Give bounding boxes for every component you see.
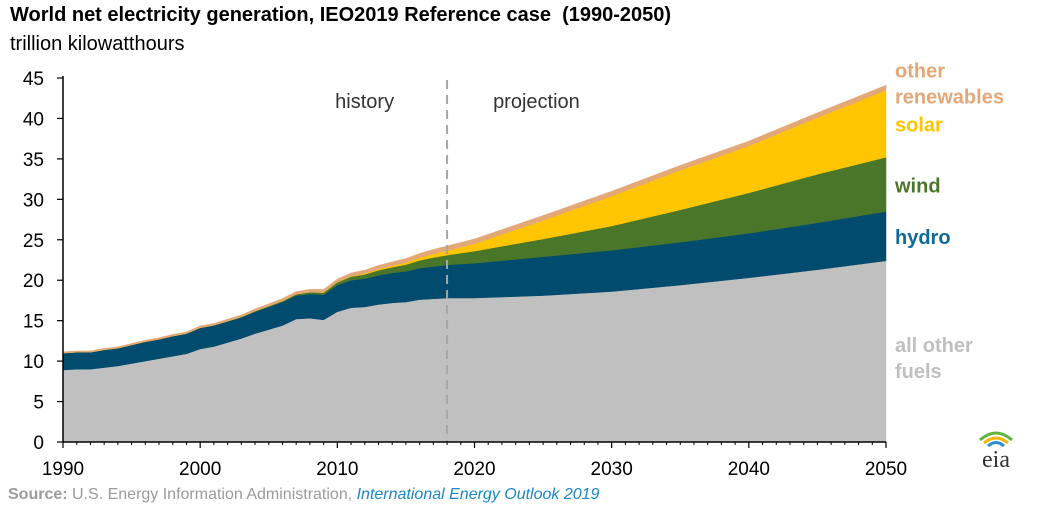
y-tick-label: 20 xyxy=(23,271,44,292)
series-label-other-renewables: other renewables xyxy=(895,60,1004,108)
source-text: U.S. Energy Information Administration, xyxy=(72,486,353,503)
series-labels: other renewables solar wind hydro all other fu… xyxy=(894,60,1004,383)
area-other-renewables xyxy=(62,84,887,354)
chart-subtitle: trillion kilowatthours xyxy=(10,33,185,55)
history-projection-divider: history projection xyxy=(335,80,580,442)
chart-title-block: World net electricity generation, IEO201… xyxy=(10,4,671,26)
x-tick-label: 2040 xyxy=(728,459,770,480)
source-note: Source: U.S. Energy Information Administ… xyxy=(8,486,599,504)
y-tick-label: 40 xyxy=(23,109,44,130)
series-label-solar: solar xyxy=(895,115,943,137)
y-tick-label: 35 xyxy=(23,150,44,171)
stacked-areas xyxy=(62,84,887,443)
projection-annotation: projection xyxy=(493,91,580,113)
series-label-wind: wind xyxy=(894,175,941,197)
x-tick-label: 2020 xyxy=(453,459,495,480)
y-tick-label: 5 xyxy=(33,393,44,414)
y-tick-label: 25 xyxy=(23,231,44,252)
series-label-all-other-fuels: all other fuels xyxy=(895,335,973,383)
source-label: Source: xyxy=(8,486,68,503)
chart-title-years: (1990-2050) xyxy=(562,4,672,26)
y-tick-label: 45 xyxy=(23,69,44,90)
y-tick-label: 30 xyxy=(23,190,44,211)
y-tick-label: 0 xyxy=(33,433,44,454)
eia-logo-text: eia xyxy=(982,447,1010,472)
eia-logo: eia xyxy=(979,431,1013,472)
history-annotation: history xyxy=(335,91,394,113)
x-tick-label: 2030 xyxy=(591,459,633,480)
series-label-hydro: hydro xyxy=(895,227,951,249)
x-tick-label: 1990 xyxy=(42,459,84,480)
x-tick-label: 2050 xyxy=(865,459,907,480)
y-tick-label: 15 xyxy=(23,312,44,333)
x-tick-label: 2000 xyxy=(179,459,221,480)
chart-axes: 0 5 10 15 20 25 30 35 40 45 1990 2000 2010 2020 2030 20… xyxy=(23,69,907,480)
chart-title: World net electricity generation, IEO201… xyxy=(10,4,551,26)
y-tick-label: 10 xyxy=(23,352,44,373)
x-tick-label: 2010 xyxy=(316,459,358,480)
source-publication-link[interactable]: International Energy Outlook 2019 xyxy=(356,486,600,503)
